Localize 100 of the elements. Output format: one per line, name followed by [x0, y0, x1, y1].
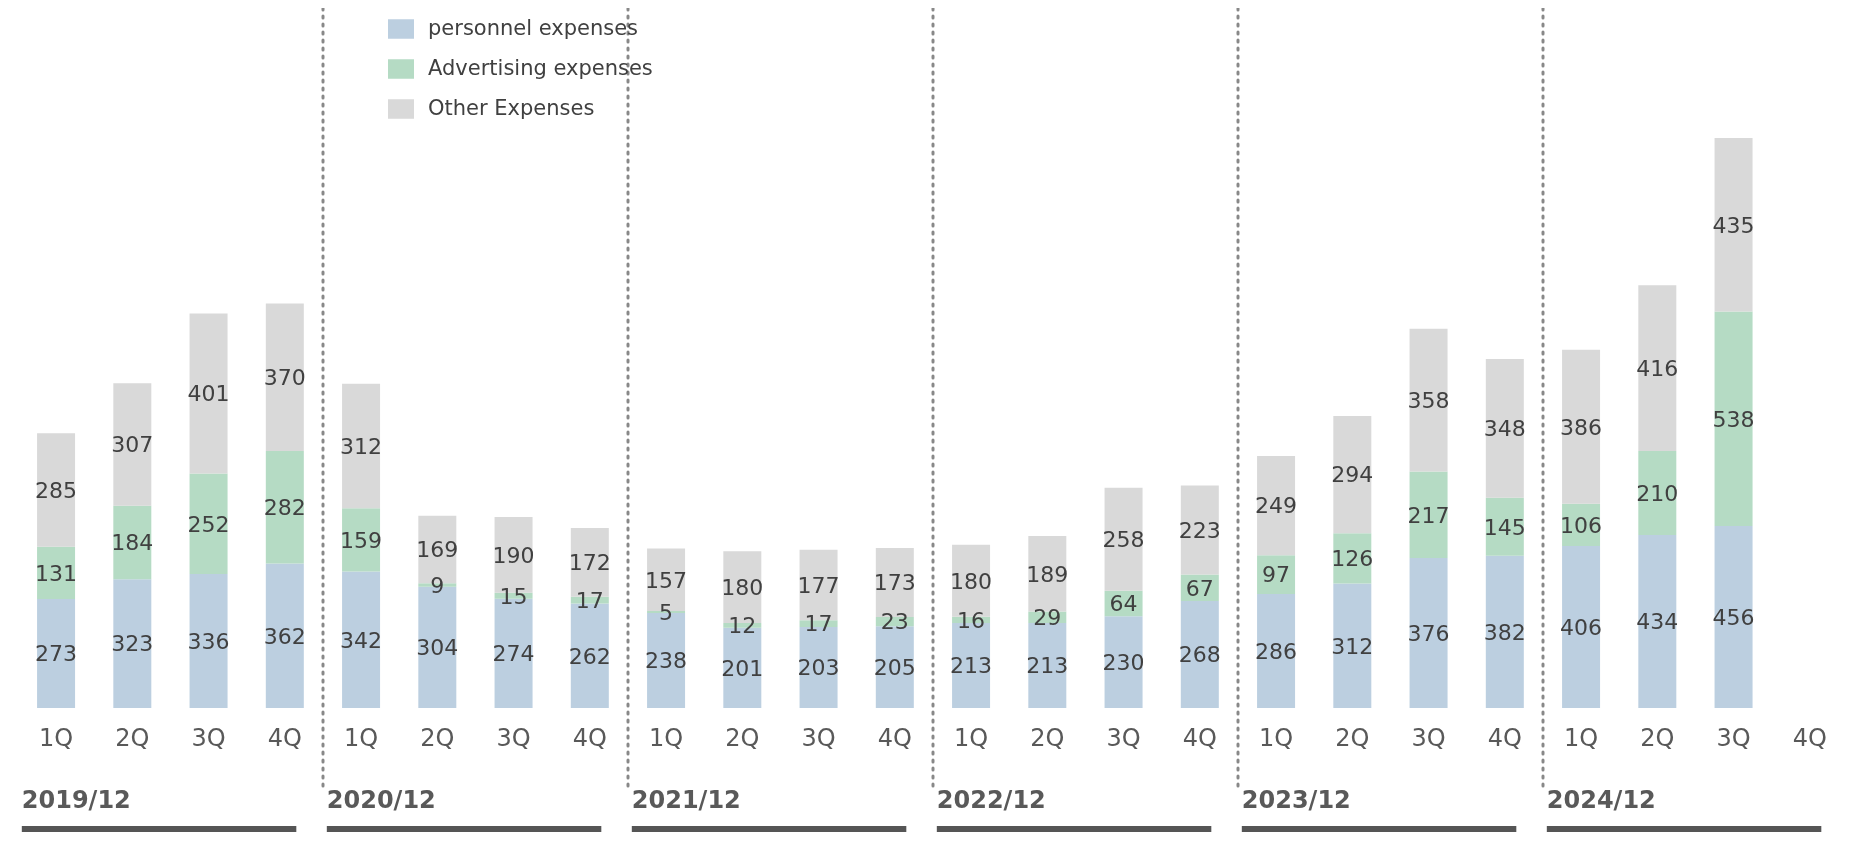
bar [1409, 558, 1448, 708]
data-label: 145 [1483, 514, 1526, 540]
data-label: 312 [340, 433, 383, 459]
bar [342, 383, 381, 509]
data-label: 17 [575, 587, 604, 613]
data-label: 67 [1185, 575, 1214, 601]
data-label: 172 [568, 550, 611, 576]
x-tick-label: 3Q [496, 724, 531, 752]
x-tick-label: 4Q [1182, 724, 1217, 752]
bar [1257, 455, 1296, 556]
data-label: 217 [1407, 502, 1450, 528]
data-label: 9 [430, 572, 445, 598]
bar [189, 473, 228, 574]
bar [1562, 546, 1601, 708]
data-label: 370 [263, 365, 306, 391]
data-label: 286 [1255, 638, 1298, 664]
x-tick-label: 4Q [1487, 724, 1522, 752]
data-label: 203 [797, 655, 840, 681]
data-label: 342 [340, 627, 383, 653]
data-label: 262 [568, 643, 611, 669]
x-tick-label: 1Q [1259, 724, 1294, 752]
legend-label: personnel expenses [428, 16, 639, 40]
data-label: 307 [111, 432, 154, 458]
x-tick-label: 1Q [344, 724, 379, 752]
data-label: 131 [35, 560, 78, 586]
x-tick-label: 4Q [572, 724, 607, 752]
data-label: 12 [728, 613, 757, 639]
data-label: 435 [1712, 212, 1755, 238]
data-label: 358 [1407, 387, 1450, 413]
bar [1562, 349, 1601, 504]
bar [1409, 471, 1448, 559]
data-label: 323 [111, 631, 154, 657]
data-label: 201 [721, 655, 764, 681]
x-tick-label: 1Q [39, 724, 74, 752]
data-label: 456 [1712, 604, 1755, 630]
data-label: 205 [873, 654, 916, 680]
bar [265, 303, 304, 452]
data-label: 304 [416, 635, 459, 661]
data-label: 106 [1560, 512, 1603, 538]
x-tick-label: 4Q [1792, 724, 1827, 752]
data-label: 252 [187, 511, 230, 537]
data-label: 213 [1026, 653, 1069, 679]
bar [189, 573, 228, 708]
x-tick-label: 2Q [1335, 724, 1370, 752]
text: 2021/12 [631, 786, 741, 814]
data-label: 249 [1255, 493, 1298, 519]
bar [1714, 526, 1753, 708]
bar [1257, 593, 1296, 708]
x-tick-label: 1Q [954, 724, 989, 752]
x-tick-label: 3Q [1106, 724, 1141, 752]
data-label: 406 [1560, 614, 1603, 640]
data-label: 434 [1636, 609, 1679, 635]
x-tick-label: 3Q [1716, 724, 1751, 752]
bar [37, 599, 76, 708]
text: 2023/12 [1241, 786, 1351, 814]
data-label: 258 [1102, 527, 1145, 553]
data-label: 282 [263, 495, 306, 521]
data-label: 538 [1712, 406, 1755, 432]
bar [113, 579, 152, 708]
data-label: 210 [1636, 480, 1679, 506]
x-tick-label: 1Q [649, 724, 684, 752]
x-tick-label: 2Q [1640, 724, 1675, 752]
x-tick-label: 4Q [267, 724, 302, 752]
data-label: 348 [1483, 416, 1526, 442]
legend-label: Other Expenses [428, 96, 595, 120]
bar [1714, 138, 1753, 312]
data-label: 29 [1033, 605, 1062, 631]
bar [265, 451, 304, 564]
data-label: 238 [645, 648, 688, 674]
bar [1485, 358, 1524, 498]
data-label: 5 [659, 599, 674, 625]
bar [113, 383, 152, 506]
data-label: 274 [492, 641, 535, 667]
data-label: 189 [1026, 561, 1069, 587]
x-tick-label: 3Q [191, 724, 226, 752]
bar [1333, 583, 1372, 708]
data-label: 294 [1331, 462, 1374, 488]
x-tick-label: 2Q [115, 724, 150, 752]
text: 2024/12 [1546, 786, 1656, 814]
data-label: 17 [804, 611, 833, 637]
bar [265, 563, 304, 708]
text: 2020/12 [326, 786, 436, 814]
data-label: 273 [35, 641, 78, 667]
data-label: 362 [263, 623, 306, 649]
data-label: 64 [1109, 591, 1138, 617]
data-label: 268 [1178, 642, 1221, 668]
data-label: 180 [721, 574, 764, 600]
data-label: 173 [873, 570, 916, 596]
data-label: 16 [957, 607, 986, 633]
text: 2022/12 [936, 786, 1046, 814]
bar [342, 571, 381, 708]
data-label: 386 [1560, 414, 1603, 440]
bar [1714, 311, 1753, 527]
x-tick-label: 2Q [420, 724, 455, 752]
data-label: 213 [950, 653, 993, 679]
data-label: 401 [187, 381, 230, 407]
data-label: 15 [499, 583, 528, 609]
data-label: 190 [492, 542, 535, 568]
text: 2019/12 [21, 786, 131, 814]
bar [1485, 555, 1524, 708]
